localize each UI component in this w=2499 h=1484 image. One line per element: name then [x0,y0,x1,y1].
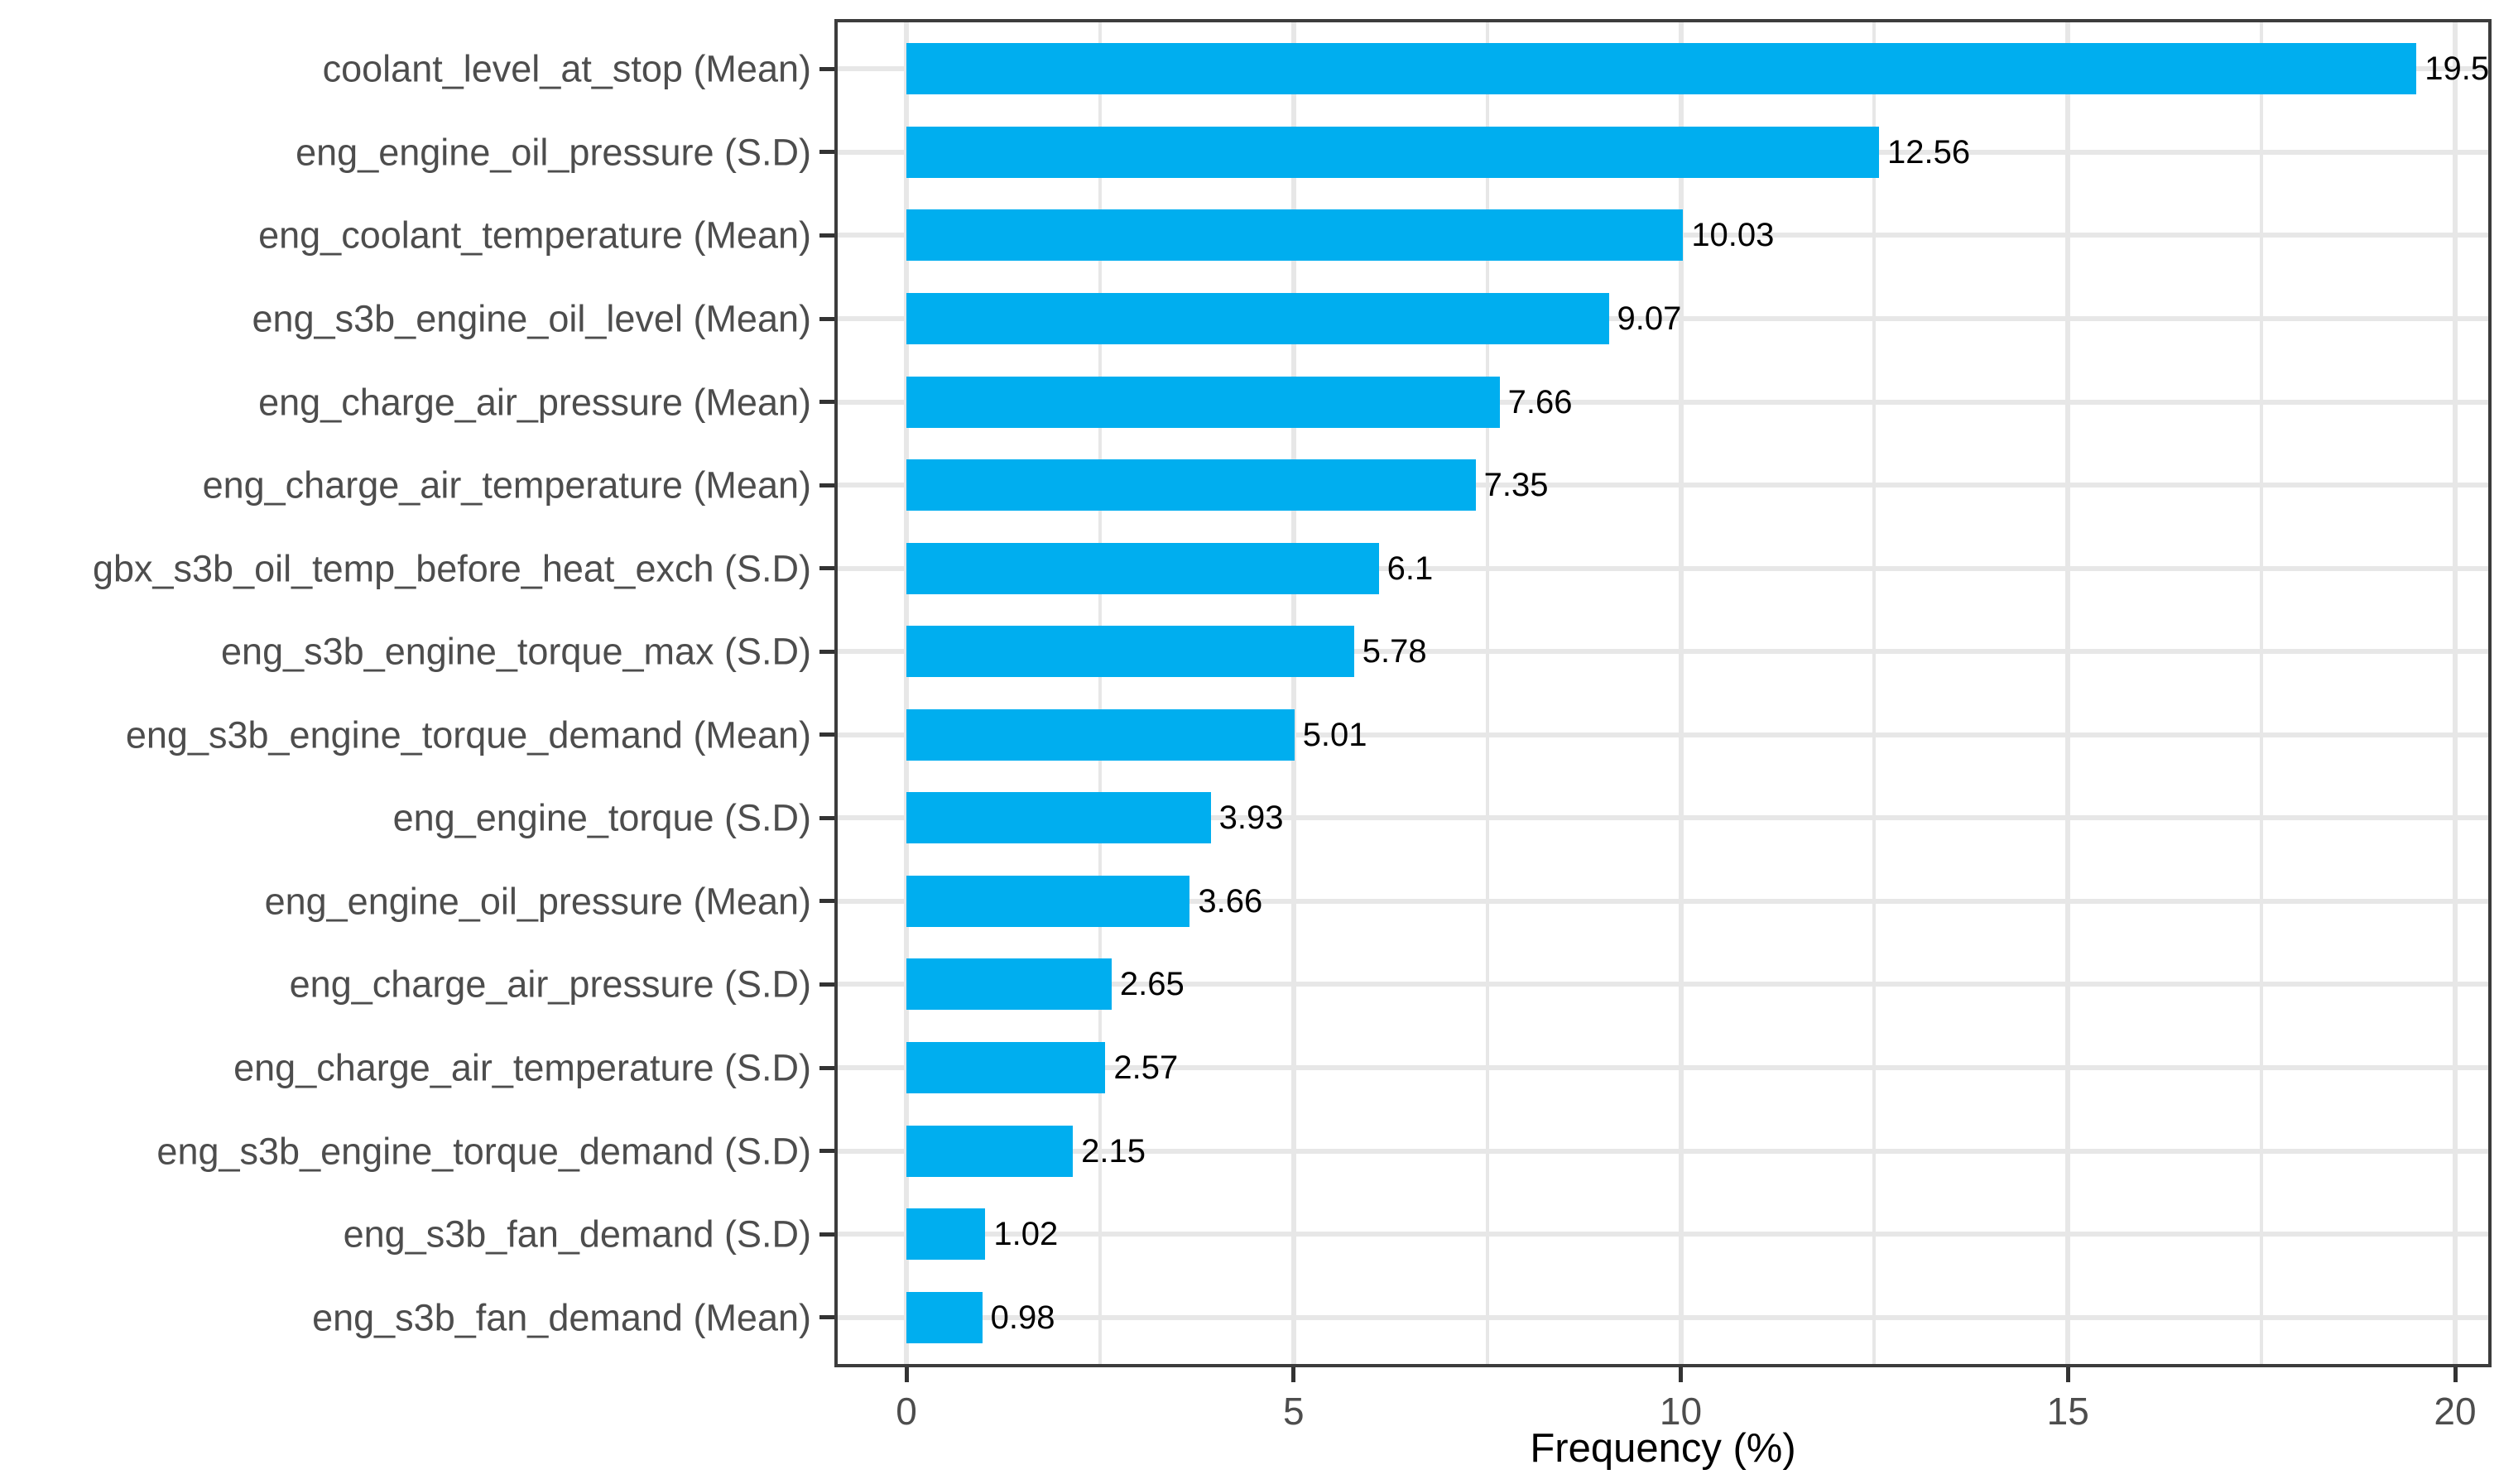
plot-panel: 19.5 12.56 10.03 9.07 7.66 7.35 6.1 5.78 5.01 3.9… [834,19,2492,1367]
y-axis-label: eng_s3b_engine_torque_demand (Mean) [125,713,811,756]
gridline-x-minor [2260,19,2264,1367]
bar [906,126,1879,178]
bar-value-label: 7.35 [1483,467,1549,504]
y-axis-label: eng_s3b_fan_demand (S.D) [343,1213,811,1256]
y-tick-mark [819,66,834,71]
x-tick-mark [1291,1367,1296,1382]
bar [906,542,1379,594]
y-axis-label: eng_charge_air_pressure (Mean) [258,381,811,424]
gridline-y-major [834,1314,2492,1320]
x-tick-label: 20 [2434,1390,2477,1433]
bar-value-label: 3.66 [1198,882,1263,920]
x-tick-label: 0 [896,1390,917,1433]
gridline-y-major [834,1065,2492,1070]
bar-value-label: 2.15 [1081,1132,1146,1169]
gridline-x-major [1678,19,1684,1367]
y-tick-mark [819,316,834,321]
bar [906,1208,986,1261]
y-axis-label: eng_s3b_engine_oil_level (Mean) [252,297,811,340]
gridline-y-major [834,399,2492,405]
gridline-y-major [834,815,2492,821]
y-tick-mark [819,483,834,487]
y-axis-label: eng_s3b_fan_demand (Mean) [312,1296,811,1339]
bar [906,708,1295,761]
gridline-x-minor [1485,19,1489,1367]
y-axis-label: eng_charge_air_temperature (Mean) [202,463,811,507]
y-tick-mark [819,732,834,737]
bar-value-label: 5.78 [1362,633,1427,670]
gridline-y-major [834,649,2492,655]
bar-value-label: 3.93 [1218,800,1284,837]
gridline-y-major [834,1148,2492,1154]
bar [906,1042,1106,1093]
bar-value-label: 9.07 [1617,300,1682,337]
bar-value-label: 12.56 [1887,133,1971,170]
bar-value-label: 10.03 [1691,217,1775,254]
y-axis-label: eng_engine_torque (S.D) [392,796,811,839]
y-tick-mark [819,566,834,571]
x-tick-label: 10 [1659,1390,1703,1433]
bar [906,376,1500,428]
bar-value-label: 2.65 [1119,966,1185,1003]
bar-value-label: 19.5 [2425,50,2490,88]
y-axis-label: eng_engine_oil_pressure (Mean) [264,880,811,923]
bar-value-label: 0.98 [990,1299,1055,1336]
bar [906,1291,983,1343]
x-tick-mark [2453,1367,2458,1382]
bar [906,626,1354,678]
bar-value-label: 6.1 [1386,550,1434,587]
bar [906,875,1190,927]
y-tick-mark [819,233,834,238]
y-axis-label: coolant_level_at_stop (Mean) [322,47,811,90]
x-tick-label: 15 [2046,1390,2089,1433]
gridline-y-major [834,732,2492,737]
y-tick-mark [819,400,834,405]
bar [906,293,1609,344]
gridline-y-major [834,316,2492,321]
y-tick-mark [819,815,834,820]
y-tick-mark [819,649,834,654]
y-tick-mark [819,899,834,904]
y-axis-label: eng_s3b_engine_torque_max (S.D) [221,630,811,673]
x-tick-mark [904,1367,909,1382]
gridline-y-major [834,898,2492,904]
bar-value-label: 2.57 [1113,1049,1179,1086]
gridline-y-major [834,483,2492,488]
x-tick-label: 5 [1282,1390,1305,1433]
bar-value-label: 5.01 [1302,716,1367,753]
bar [906,792,1211,844]
y-tick-mark [819,150,834,155]
x-axis-title: Frequency (%) [1530,1426,1796,1471]
y-axis-label: eng_charge_air_temperature (S.D) [233,1046,811,1089]
gridline-x-major [904,19,909,1367]
gridline-x-minor [1872,19,1877,1367]
bar [906,958,1112,1011]
gridline-y-major [834,1232,2492,1237]
bar-value-label: 7.66 [1507,383,1573,420]
x-tick-mark [2065,1367,2070,1382]
gridline-x-major [2453,19,2458,1367]
bar [906,43,2417,95]
y-tick-mark [819,1065,834,1070]
bar [906,209,1684,262]
y-axis-label: gbx_s3b_oil_temp_before_heat_exch (S.D) [92,547,811,590]
y-tick-mark [819,1315,834,1320]
bar [906,1125,1074,1177]
y-axis-label: eng_charge_air_pressure (S.D) [289,963,811,1006]
gridline-x-major [1290,19,1296,1367]
y-axis-label: eng_engine_oil_pressure (S.D) [296,131,811,174]
gridline-x-minor [1098,19,1102,1367]
x-tick-mark [1679,1367,1684,1382]
y-tick-mark [819,1232,834,1237]
gridline-y-major [834,565,2492,571]
y-axis-label: eng_s3b_engine_torque_demand (S.D) [156,1130,811,1173]
bar-value-label: 1.02 [993,1216,1059,1253]
gridline-y-major [834,982,2492,987]
y-axis-label: eng_coolant_temperature (Mean) [258,214,811,257]
gridline-x-major [2065,19,2071,1367]
y-tick-mark [819,982,834,987]
y-tick-mark [819,1149,834,1154]
bar [906,459,1476,511]
